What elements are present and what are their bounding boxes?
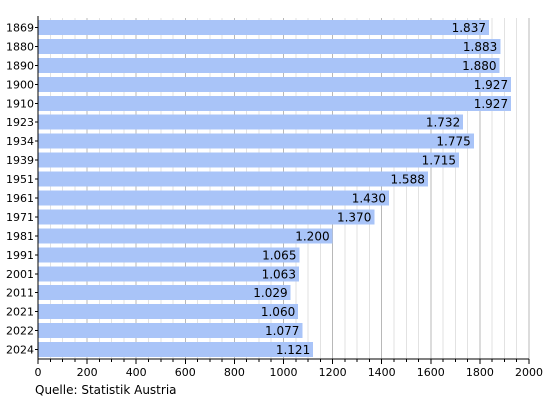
y-tick-label: 1900	[6, 78, 34, 91]
y-tick-label: 2024	[6, 344, 34, 357]
data-label: 1.588	[390, 173, 424, 187]
x-tick-label: 1200	[319, 366, 347, 379]
x-tick-label: 200	[77, 366, 98, 379]
y-tick-label: 1880	[6, 40, 34, 53]
bar-1961	[38, 190, 390, 206]
data-label: 1.077	[265, 324, 299, 338]
data-label: 1.775	[436, 135, 470, 149]
data-label: 1.121	[276, 343, 310, 357]
x-tick-label: 800	[224, 366, 245, 379]
y-tick-label: 1869	[6, 21, 34, 34]
data-label: 1.927	[474, 97, 508, 111]
bar-1890	[38, 57, 500, 73]
y-tick-label: 1923	[6, 116, 34, 129]
x-tick-label: 1600	[417, 366, 445, 379]
bar-1910	[38, 95, 512, 111]
x-tick-label: 1400	[368, 366, 396, 379]
data-label: 1.370	[337, 210, 371, 224]
y-tick-label: 2021	[6, 306, 34, 319]
bar-1939	[38, 152, 460, 168]
y-tick-label: 2001	[6, 268, 34, 281]
bar-1880	[38, 38, 501, 54]
y-tick-label: 1910	[6, 97, 34, 110]
y-tick-label: 1971	[6, 211, 34, 224]
bar-1869	[38, 19, 489, 35]
data-label: 1.029	[253, 286, 287, 300]
data-label: 1.065	[262, 248, 296, 262]
bar-1971	[38, 209, 375, 225]
bar-2021	[38, 304, 299, 320]
data-label: 1.200	[295, 229, 329, 243]
bar-2024	[38, 342, 314, 358]
data-label: 1.837	[452, 21, 486, 35]
bar-1951	[38, 171, 428, 187]
x-tick-label: 600	[175, 366, 196, 379]
x-tick-label: 0	[35, 366, 42, 379]
y-tick-label: 2011	[6, 287, 34, 300]
bar-2011	[38, 285, 291, 301]
data-label: 1.715	[422, 154, 456, 168]
bar-2001	[38, 266, 299, 282]
x-tick-label: 1800	[466, 366, 494, 379]
y-tick-label: 1939	[6, 154, 34, 167]
data-label: 1.063	[262, 267, 296, 281]
x-tick-label: 2000	[515, 366, 543, 379]
bar-1923	[38, 114, 464, 130]
x-tick-label: 1000	[270, 366, 298, 379]
y-tick-label: 1951	[6, 173, 34, 186]
y-tick-label: 1981	[6, 230, 34, 243]
bar-1900	[38, 76, 512, 92]
bar-2022	[38, 323, 303, 339]
y-tick-label: 2022	[6, 325, 34, 338]
data-label: 1.732	[426, 116, 460, 130]
y-tick-label: 1934	[6, 135, 34, 148]
data-label: 1.927	[474, 78, 508, 92]
source-note: Quelle: Statistik Austria	[35, 383, 177, 397]
bar-1991	[38, 247, 300, 263]
bar-1934	[38, 133, 474, 149]
data-label: 1.880	[462, 59, 496, 73]
y-tick-label: 1991	[6, 249, 34, 262]
x-tick-label: 400	[126, 366, 147, 379]
data-label: 1.060	[261, 305, 295, 319]
y-tick-label: 1961	[6, 192, 34, 205]
bar-1981	[38, 228, 333, 244]
data-label: 1.883	[463, 40, 497, 54]
data-label: 1.430	[352, 191, 386, 205]
y-tick-label: 1890	[6, 59, 34, 72]
